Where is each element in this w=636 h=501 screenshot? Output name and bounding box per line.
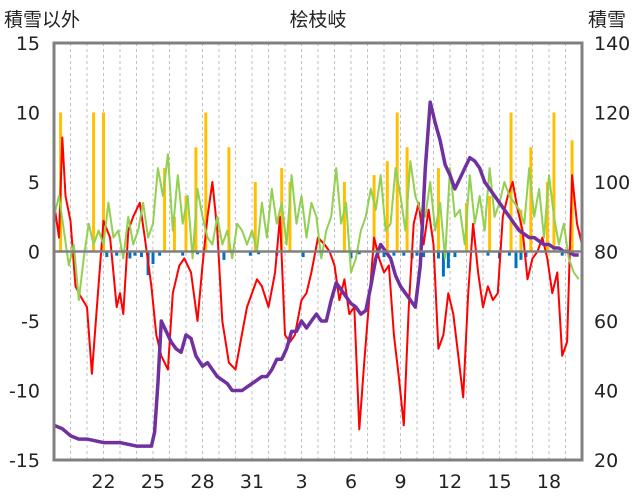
- y-tick-right: 100: [594, 172, 630, 194]
- negative_bars-bar: [248, 251, 252, 256]
- precipitation-bar: [204, 112, 208, 252]
- chart-title: 桧枝岐: [289, 9, 346, 31]
- x-tick: 6: [345, 471, 357, 493]
- y-tick-left: 15: [16, 33, 40, 55]
- y-tick-left: -5: [21, 311, 40, 333]
- precipitation-bar: [172, 216, 176, 252]
- precipitation-bar: [372, 175, 376, 252]
- precipitation-bar: [253, 182, 257, 252]
- y-tick-left: 5: [28, 172, 40, 194]
- y-tick-left: -10: [9, 381, 40, 403]
- negative_bars-bar: [139, 251, 143, 258]
- y-tick-right: 120: [594, 103, 630, 125]
- y-tick-right: 80: [594, 242, 618, 264]
- negative_bars-bar: [436, 251, 440, 259]
- precipitation-bar: [288, 182, 292, 252]
- plot-frame: [52, 41, 584, 462]
- precipitation-bar: [545, 182, 549, 252]
- negative_bars-bar: [151, 251, 155, 265]
- negative_bars-bar: [402, 251, 406, 256]
- negative_bars-bar: [105, 251, 109, 258]
- y-tick-left: 10: [16, 103, 40, 125]
- negative_bars-bar: [115, 251, 119, 256]
- x-tick: 28: [190, 471, 214, 493]
- negative_bars-bar: [196, 251, 200, 255]
- y-axis-right-label: 積雪: [588, 9, 626, 31]
- precipitation-bar: [509, 112, 513, 252]
- x-tick: 18: [537, 471, 561, 493]
- y-tick-right: 20: [594, 450, 618, 472]
- negative_bars-bar: [222, 251, 226, 260]
- x-tick: 31: [240, 471, 264, 493]
- negative_bars-bar: [422, 251, 426, 258]
- negative_bars-bar: [181, 251, 185, 256]
- negative_bars-bar: [560, 251, 564, 256]
- negative_bars-bar: [519, 251, 523, 260]
- x-tick: 25: [141, 471, 165, 493]
- x-tick: 12: [438, 471, 462, 493]
- precipitation-bar: [488, 195, 492, 252]
- negative_bars-bar: [257, 251, 261, 255]
- negative_bars-bar: [349, 251, 353, 259]
- x-tick: 15: [487, 471, 511, 493]
- negative_bars-bar: [133, 251, 137, 256]
- y-tick-right: 140: [594, 33, 630, 55]
- precipitation-bar: [529, 147, 533, 252]
- x-tick: 9: [394, 471, 406, 493]
- snow_depth-line: [53, 100, 579, 448]
- y-tick-right: 60: [594, 311, 618, 333]
- negative_bars-bar: [128, 251, 132, 259]
- precipitation-bar: [184, 195, 188, 252]
- negative_bars-bar: [486, 251, 490, 256]
- wind-line: [53, 153, 580, 302]
- negative_bars-bar: [415, 251, 419, 256]
- negative_bars-bar: [392, 251, 396, 256]
- negative_bars-bar: [357, 251, 361, 255]
- tick-labels: -15 -10 -5 0 5 10 15 20 40 60 80 100 120 140 22 25 28 31 3…: [9, 33, 630, 493]
- negative_bars-bar: [514, 251, 518, 269]
- negative_bars-bar: [158, 251, 162, 256]
- precipitation-bar: [92, 112, 96, 252]
- negative_bars-bar: [453, 251, 457, 258]
- precipitation-bar: [227, 147, 231, 252]
- y-axis-left-label: 積雪以外: [4, 9, 80, 31]
- precipitation-bar: [163, 168, 167, 252]
- x-tick: 3: [295, 471, 307, 493]
- precipitation-bar: [552, 112, 556, 252]
- negative_bars-bar: [507, 251, 511, 256]
- precipitation-bar: [385, 161, 389, 252]
- negative_bars-bar: [441, 251, 445, 277]
- negative_bars-bar: [382, 251, 386, 258]
- negative_bars-bar: [446, 251, 450, 269]
- precipitation-bar: [102, 112, 105, 252]
- x-tick: 22: [91, 471, 115, 493]
- y-tick-left: -15: [9, 450, 40, 472]
- precipitation-bar: [342, 182, 346, 252]
- y-tick-left: 0: [28, 242, 40, 264]
- y-tick-right: 40: [594, 381, 618, 403]
- negative_bars-bar: [301, 251, 305, 258]
